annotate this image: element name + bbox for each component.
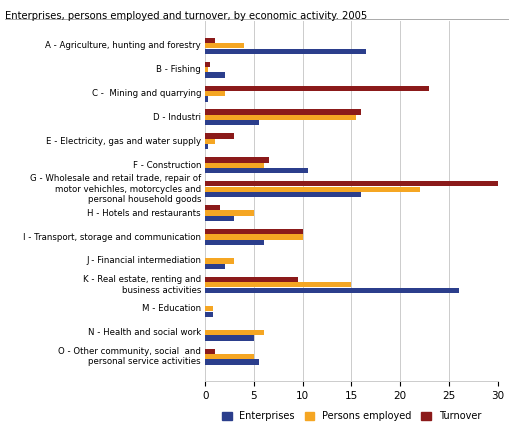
Bar: [205, 168, 307, 173]
Bar: [205, 211, 254, 216]
Bar: [205, 336, 254, 341]
Bar: [205, 354, 254, 359]
Bar: [205, 144, 208, 149]
Bar: [205, 288, 459, 293]
Bar: [205, 120, 259, 125]
Bar: [205, 277, 298, 282]
Bar: [205, 312, 213, 317]
Bar: [205, 163, 264, 168]
Bar: [205, 110, 361, 115]
Legend: Enterprises, Persons employed, Turnover: Enterprises, Persons employed, Turnover: [218, 407, 485, 425]
Bar: [205, 192, 361, 197]
Bar: [205, 360, 259, 365]
Bar: [205, 62, 210, 67]
Bar: [205, 134, 234, 139]
Bar: [205, 115, 356, 120]
Bar: [205, 348, 215, 354]
Bar: [205, 96, 208, 101]
Bar: [205, 240, 264, 245]
Bar: [205, 205, 220, 211]
Bar: [205, 139, 215, 144]
Bar: [205, 259, 234, 264]
Bar: [205, 48, 366, 54]
Bar: [205, 157, 269, 163]
Bar: [205, 43, 244, 48]
Text: Enterprises, persons employed and turnover, by economic activity. 2005: Enterprises, persons employed and turnov…: [5, 11, 367, 21]
Bar: [205, 38, 215, 43]
Bar: [205, 306, 213, 312]
Bar: [205, 229, 303, 234]
Bar: [205, 181, 498, 187]
Bar: [205, 264, 225, 269]
Bar: [205, 67, 208, 72]
Bar: [205, 91, 225, 96]
Bar: [205, 282, 351, 288]
Bar: [205, 235, 303, 240]
Bar: [205, 72, 225, 77]
Bar: [205, 330, 264, 335]
Bar: [205, 187, 420, 192]
Bar: [205, 86, 429, 91]
Bar: [205, 216, 234, 221]
